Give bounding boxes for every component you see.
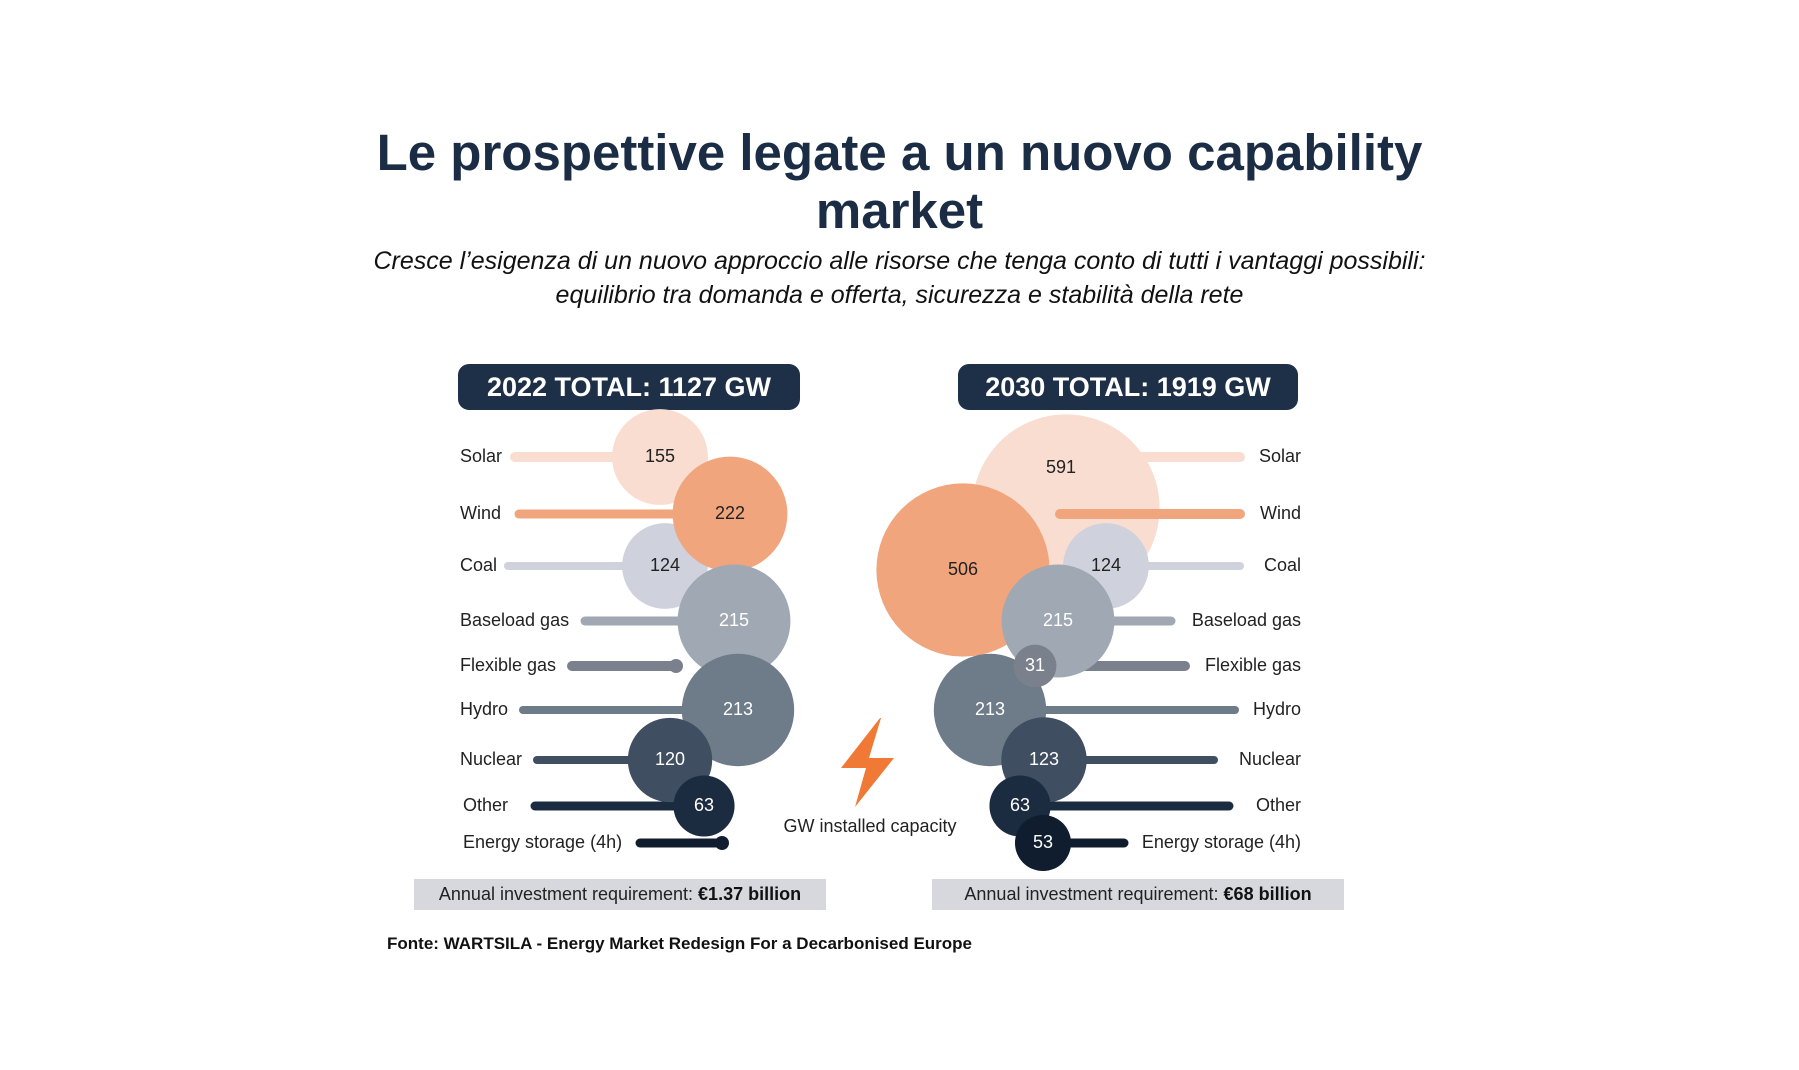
2022-bubble-baseload-gas <box>677 564 791 678</box>
2030-bubble-energy-storage-4h <box>1014 814 1072 872</box>
total-2022-badge: 2022 TOTAL: 1127 GW <box>458 364 800 410</box>
2022-label-energy-storage-4h: Energy storage (4h) <box>463 832 622 852</box>
2030-label-hydro: Hydro <box>1253 699 1301 719</box>
2030-bubble-flexible-gas <box>1013 644 1057 688</box>
2030-label-coal: Coal <box>1264 555 1301 575</box>
subtitle-line-2: equilibrio tra domanda e offerta, sicure… <box>555 281 1244 309</box>
total-2030-badge: 2030 TOTAL: 1919 GW <box>958 364 1298 410</box>
2022-endcap-energy-storage-4h <box>715 836 729 850</box>
2022-endcap-flexible-gas <box>669 659 683 673</box>
2022-label-hydro: Hydro <box>460 699 508 719</box>
subtitle-line-1: Cresce l’esigenza di un nuovo approccio … <box>373 247 1426 275</box>
2030-value-other: 63 <box>1010 795 1030 815</box>
2022-bubble-other <box>673 775 735 837</box>
2022-value-nuclear: 120 <box>655 749 685 769</box>
2022-value-coal: 124 <box>650 555 680 575</box>
2022-value-baseload-gas: 215 <box>719 610 749 630</box>
2030-label-solar: Solar <box>1259 446 1301 466</box>
2030-value-flexible-gas: 31 <box>1025 655 1045 675</box>
2030-value-hydro: 213 <box>975 699 1005 719</box>
2030-value-energy-storage-4h: 53 <box>1033 832 1053 852</box>
2030-value-nuclear: 123 <box>1029 749 1059 769</box>
2022-value-wind: 222 <box>715 503 745 523</box>
2022-value-hydro: 213 <box>723 699 753 719</box>
investment-2022-value: €1.37 billion <box>698 884 802 904</box>
investment-2030-value: €68 billion <box>1223 884 1312 904</box>
2030-label-wind: Wind <box>1260 503 1301 523</box>
lightning-bolt-icon <box>841 718 894 807</box>
title-line-2: market <box>815 182 984 239</box>
2022-label-solar: Solar <box>460 446 502 466</box>
2030-label-other: Other <box>1256 795 1301 815</box>
investment-2030: Annual investment requirement: €68 billi… <box>932 879 1344 910</box>
2022-label-other: Other <box>463 795 508 815</box>
2022-label-nuclear: Nuclear <box>460 749 522 769</box>
2030-value-baseload-gas: 215 <box>1043 610 1073 630</box>
2022-label-baseload-gas: Baseload gas <box>460 610 569 630</box>
investment-2022: Annual investment requirement: €1.37 bil… <box>414 879 826 910</box>
title-line-1: Le prospettive legate a un nuovo capabil… <box>376 124 1423 181</box>
2030-value-wind: 506 <box>948 559 978 579</box>
2022-label-wind: Wind <box>460 503 501 523</box>
2022-label-coal: Coal <box>460 555 497 575</box>
page-title: Le prospettive legate a un nuovo capabil… <box>0 124 1799 240</box>
investment-2022-prefix: Annual investment requirement: <box>438 884 699 904</box>
2022-value-other: 63 <box>694 795 714 815</box>
2030-value-solar: 591 <box>1046 457 1076 477</box>
center-unit-label: GW installed capacity <box>783 816 956 836</box>
2022-value-solar: 155 <box>645 446 675 466</box>
2030-value-coal: 124 <box>1091 555 1121 575</box>
source-note: Fonte: WARTSILA - Energy Market Redesign… <box>387 934 973 953</box>
2030-label-baseload-gas: Baseload gas <box>1192 610 1301 630</box>
2022-bubble-hydro <box>681 653 795 767</box>
investment-2030-prefix: Annual investment requirement: <box>964 884 1224 904</box>
2030-label-nuclear: Nuclear <box>1239 749 1301 769</box>
2022-label-flexible-gas: Flexible gas <box>460 655 556 675</box>
2022-bubble-wind <box>672 456 788 572</box>
2030-label-energy-storage-4h: Energy storage (4h) <box>1142 832 1301 852</box>
2030-label-flexible-gas: Flexible gas <box>1205 655 1301 675</box>
page-subtitle: Cresce l’esigenza di un nuovo approccio … <box>0 244 1799 312</box>
